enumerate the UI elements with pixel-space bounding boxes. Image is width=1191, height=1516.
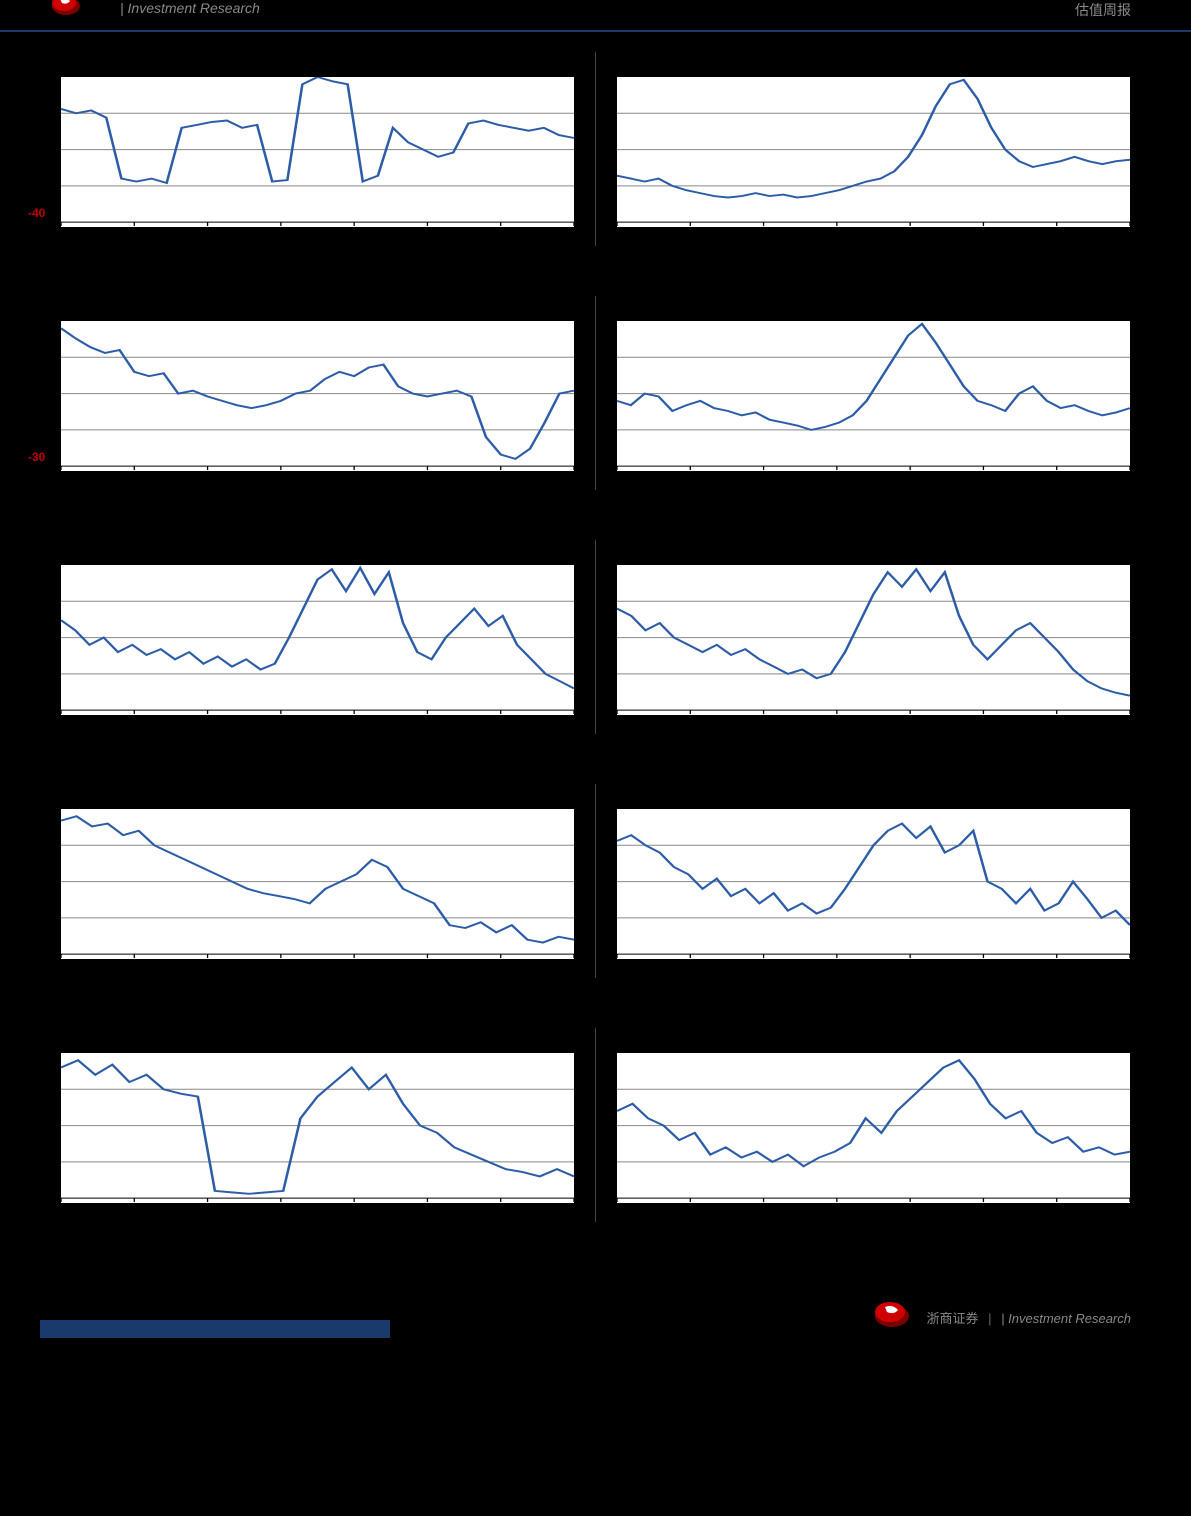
page-indicator bbox=[0, 1272, 1191, 1288]
footer-accent-bar bbox=[40, 1320, 390, 1338]
page-footer: 浙商证券 | | Investment Research bbox=[0, 1298, 1191, 1338]
chart-row bbox=[40, 1028, 1151, 1222]
chart-title bbox=[60, 784, 575, 800]
chart-row: -30 bbox=[40, 296, 1151, 490]
charts-grid: -40 -30 bbox=[0, 32, 1191, 1222]
chart-cell bbox=[596, 540, 1151, 734]
chart-title bbox=[616, 52, 1131, 68]
chart-cell bbox=[596, 296, 1151, 490]
chart-cell: -30 bbox=[40, 296, 596, 490]
chart-plot bbox=[60, 808, 575, 960]
page-header: | Investment Research 估值周报 bbox=[0, 0, 1191, 32]
chart-title bbox=[60, 1028, 575, 1044]
chart-row bbox=[40, 540, 1151, 734]
chart-title bbox=[616, 296, 1131, 312]
chart-cell bbox=[40, 1028, 596, 1222]
chart-plot bbox=[60, 1052, 575, 1204]
chart-cell bbox=[596, 1028, 1151, 1222]
chart-title bbox=[60, 52, 575, 68]
chart-title bbox=[60, 540, 575, 556]
chart-cell bbox=[40, 540, 596, 734]
brand-logo-icon bbox=[50, 0, 82, 16]
chart-plot bbox=[616, 76, 1131, 228]
footer-text: 浙商证券 | | Investment Research bbox=[927, 1308, 1131, 1327]
page-root: | Investment Research 估值周报 -40 -30 bbox=[0, 0, 1191, 1338]
chart-cell bbox=[40, 784, 596, 978]
chart-row bbox=[40, 784, 1151, 978]
chart-title bbox=[616, 540, 1131, 556]
chart-cell: -40 bbox=[40, 52, 596, 246]
header-right-text: 估值周报 bbox=[1075, 0, 1131, 20]
chart-cell bbox=[596, 52, 1151, 246]
footer-logo-icon bbox=[873, 1298, 911, 1333]
chart-title bbox=[60, 296, 575, 312]
chart-plot bbox=[616, 320, 1131, 472]
chart-plot bbox=[616, 1052, 1131, 1204]
y-axis-neg-label: -40 bbox=[28, 206, 45, 220]
chart-plot bbox=[60, 564, 575, 716]
chart-plot bbox=[616, 808, 1131, 960]
chart-plot bbox=[616, 564, 1131, 716]
chart-title bbox=[616, 784, 1131, 800]
footer-suffix: | Investment Research bbox=[1001, 1311, 1131, 1326]
chart-row: -40 bbox=[40, 52, 1151, 246]
chart-plot bbox=[60, 76, 575, 228]
y-axis-neg-label: -30 bbox=[28, 450, 45, 464]
chart-cell bbox=[596, 784, 1151, 978]
header-left-text: | Investment Research bbox=[120, 0, 260, 16]
chart-plot bbox=[60, 320, 575, 472]
footer-brand: 浙商证券 bbox=[927, 1311, 979, 1326]
chart-title bbox=[616, 1028, 1131, 1044]
